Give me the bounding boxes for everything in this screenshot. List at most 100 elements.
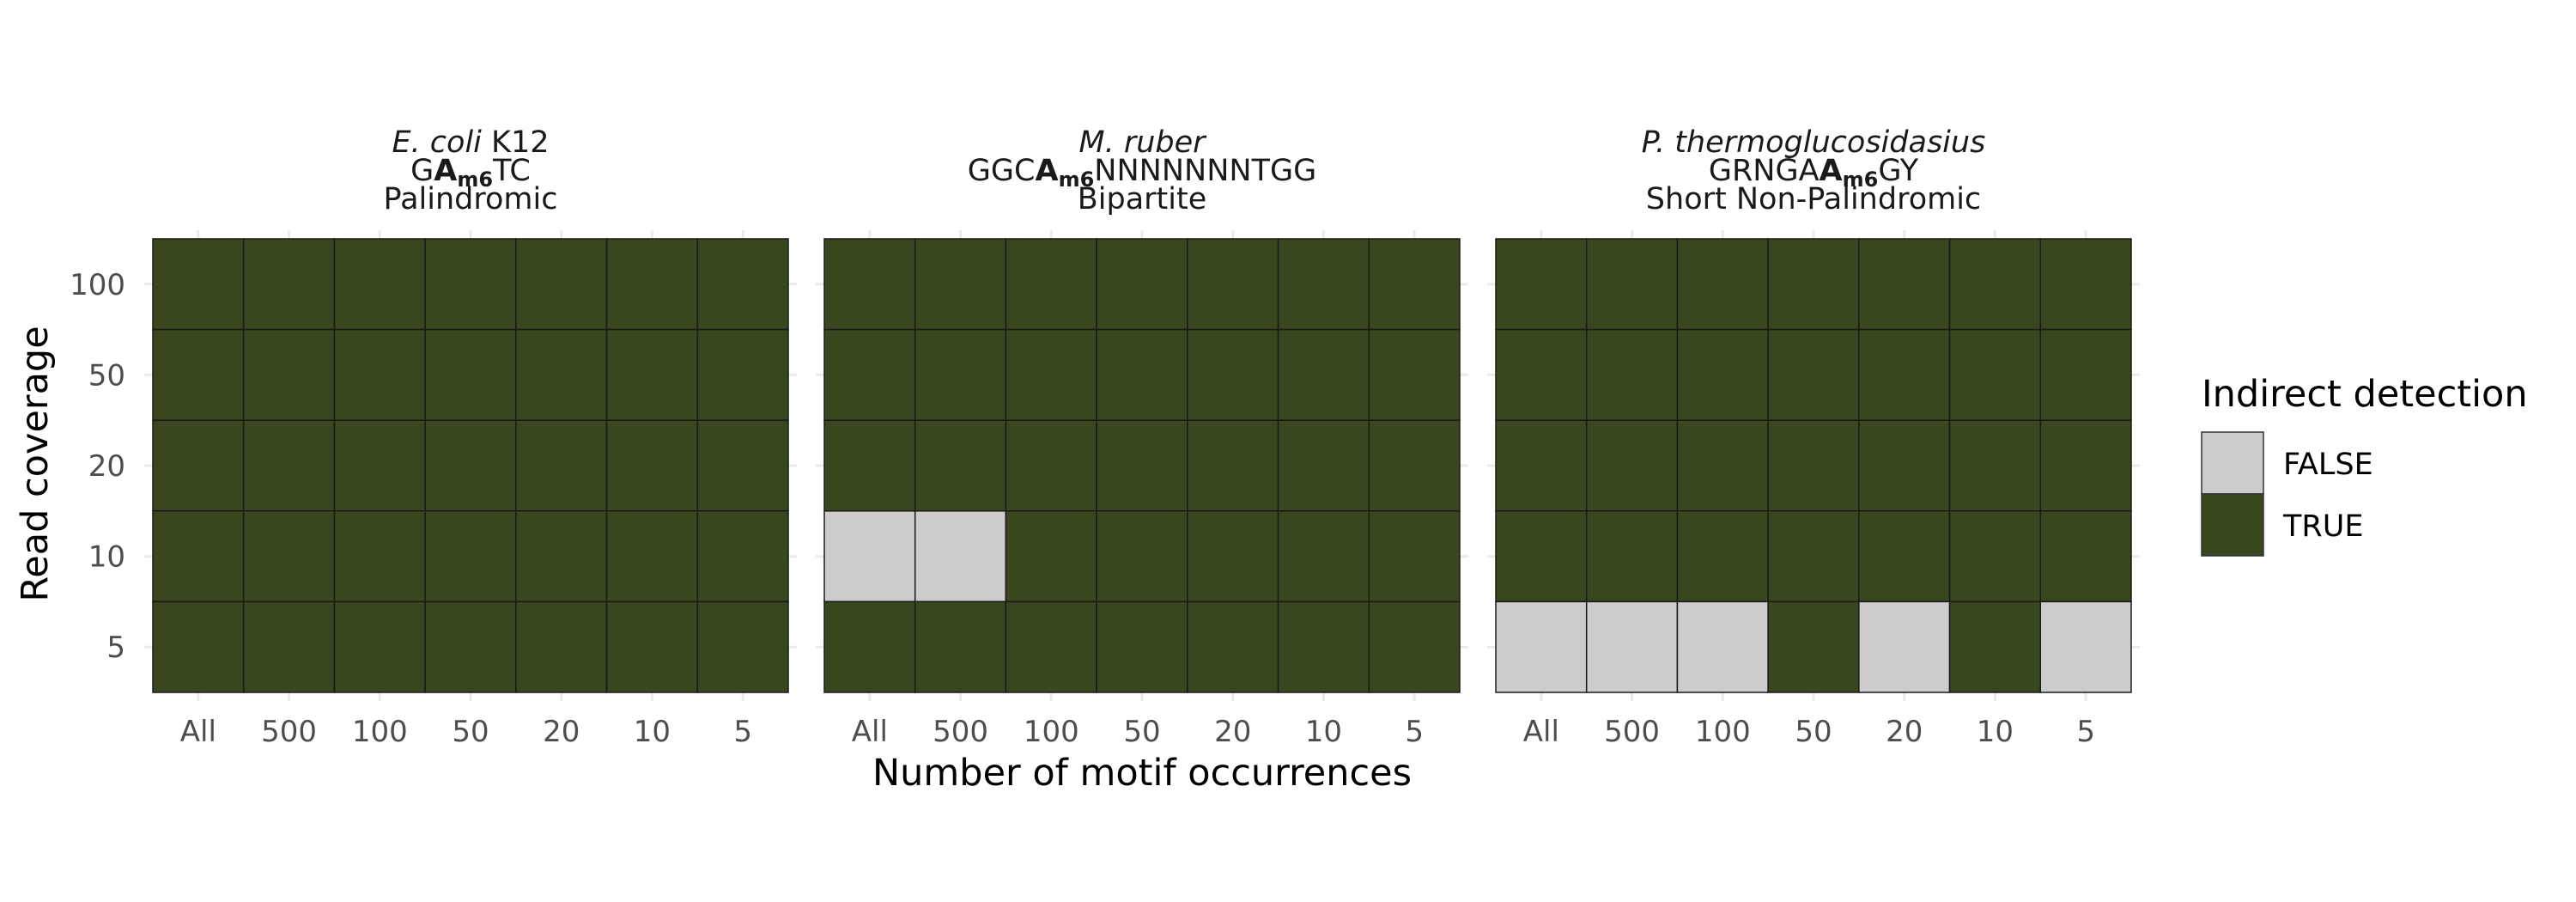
x-tick-label: 500 — [933, 715, 988, 749]
heatmap-tile — [1767, 238, 1860, 331]
heatmap-tile — [1767, 328, 1860, 421]
y-tick-label: 10 — [88, 540, 125, 575]
heatmap-tile — [1187, 510, 1279, 603]
heatmap-tile — [515, 419, 608, 512]
heatmap-tile — [1005, 238, 1097, 331]
species-name: P. thermoglucosidasius — [1642, 125, 1986, 160]
panel-species-label: E. coli K12 — [392, 125, 549, 160]
motif-suffix: TC — [492, 154, 531, 188]
heatmap-tile — [424, 510, 517, 603]
heatmap-tile — [424, 328, 517, 421]
x-tick-label: 20 — [1886, 715, 1923, 749]
heatmap-tile — [1858, 600, 1951, 693]
heatmap-tile — [1096, 419, 1188, 512]
y-axis-title: Read coverage — [14, 326, 57, 601]
x-tick-label: 50 — [452, 715, 489, 749]
heatmap-tile — [914, 419, 1007, 512]
heatmap-tile — [605, 328, 699, 421]
heatmap-tile — [152, 328, 245, 421]
motif-modified-base: A — [1035, 154, 1058, 188]
heatmap-tile — [1495, 328, 1588, 421]
heatmap-tile — [1948, 600, 2042, 693]
panel-species-label: P. thermoglucosidasius — [1642, 125, 1986, 160]
heatmap-tile — [823, 238, 916, 331]
x-tick-label: 100 — [1024, 715, 1079, 749]
motif-prefix: GRNGA — [1709, 154, 1820, 188]
heatmap-tile — [1585, 600, 1679, 693]
motif-modification: m6 — [1059, 168, 1095, 192]
panel-species-label: M. ruber — [1078, 125, 1207, 160]
heatmap-tile — [1096, 510, 1188, 603]
heatmap-tile — [823, 600, 916, 693]
heatmap-tile — [823, 510, 916, 603]
heatmap-tile — [696, 238, 789, 331]
heatmap-tile — [1948, 328, 2042, 421]
heatmap-tile — [696, 328, 789, 421]
heatmap-tile — [1676, 419, 1769, 512]
heatmap-tile — [914, 238, 1007, 331]
legend-label-false: FALSE — [2283, 448, 2373, 482]
heatmap-tile — [1277, 600, 1370, 693]
heatmap-tile — [696, 600, 789, 693]
x-tick-label: 50 — [1795, 715, 1832, 749]
motif-modified-base: A — [434, 154, 457, 188]
heatmap-tile — [1005, 510, 1097, 603]
heatmap-tile — [1495, 238, 1588, 331]
motif-prefix: G — [410, 154, 434, 188]
heatmap-tile — [1495, 510, 1588, 603]
heatmap-tile — [515, 238, 608, 331]
x-tick-label: 10 — [1977, 715, 2014, 749]
heatmap-tile — [1187, 328, 1279, 421]
heatmap-tile — [1858, 328, 1951, 421]
heatmap-tile — [242, 328, 336, 421]
x-tick-label: 10 — [1305, 715, 1342, 749]
heatmap-tile — [2039, 510, 2132, 603]
motif-suffix: GY — [1878, 154, 1918, 188]
facet-panels: All 500 100 50 20 10 5E. coli K12GAm6TCPalindr… — [70, 125, 2140, 749]
heatmap-tile — [1368, 600, 1461, 693]
heatmap-tile — [2039, 238, 2132, 331]
heatmap-tile — [1187, 419, 1279, 512]
heatmap-tile — [1676, 328, 1769, 421]
x-tick-label: 5 — [2076, 715, 2095, 749]
heatmap-tile — [696, 510, 789, 603]
heatmap-tile — [333, 419, 426, 512]
panel-motif-label: GGCAm6NNNNNNNTGG — [968, 154, 1316, 192]
y-tick-label: 50 — [88, 358, 125, 393]
species-name: E. coli — [392, 125, 482, 160]
panel-motif-label: GAm6TC — [410, 154, 531, 192]
heatmap-tile — [424, 238, 517, 331]
heatmap-tile — [1858, 238, 1951, 331]
heatmap-tile — [242, 510, 336, 603]
heatmap-tile — [152, 238, 245, 331]
heatmap-tile — [333, 510, 426, 603]
panel-motif-type: Palindromic — [384, 182, 558, 216]
heatmap-tile — [1495, 600, 1588, 693]
heatmap-tile — [1767, 419, 1860, 512]
x-tick-label: 5 — [733, 715, 752, 749]
motif-modification: m6 — [1843, 168, 1879, 192]
heatmap-tile — [515, 328, 608, 421]
x-axis-title: Number of motif occurrences — [872, 752, 1412, 795]
heatmap-tile — [914, 600, 1007, 693]
x-tick-label: 20 — [1214, 715, 1251, 749]
x-tick-label: 100 — [1695, 715, 1751, 749]
heatmap-tile — [1005, 600, 1097, 693]
heatmap-tile — [1187, 238, 1279, 331]
x-tick-label: 5 — [1405, 715, 1424, 749]
heatmap-tile — [1096, 328, 1188, 421]
motif-prefix: GGC — [968, 154, 1036, 188]
motif-modified-base: A — [1820, 154, 1843, 188]
x-tick-label: All — [852, 715, 888, 749]
heatmap-tile — [1585, 238, 1679, 331]
heatmap-tile — [1585, 419, 1679, 512]
motif-suffix: NNNNNNNTGG — [1094, 154, 1316, 188]
heatmap-tile — [605, 419, 699, 512]
heatmap-tile — [1948, 238, 2042, 331]
panel-motif-type: Bipartite — [1078, 182, 1207, 216]
x-tick-label: 500 — [1604, 715, 1660, 749]
heatmap-tile — [1005, 328, 1097, 421]
heatmap-tile — [424, 419, 517, 512]
heatmap-tile — [515, 600, 608, 693]
heatmap-tile — [333, 328, 426, 421]
